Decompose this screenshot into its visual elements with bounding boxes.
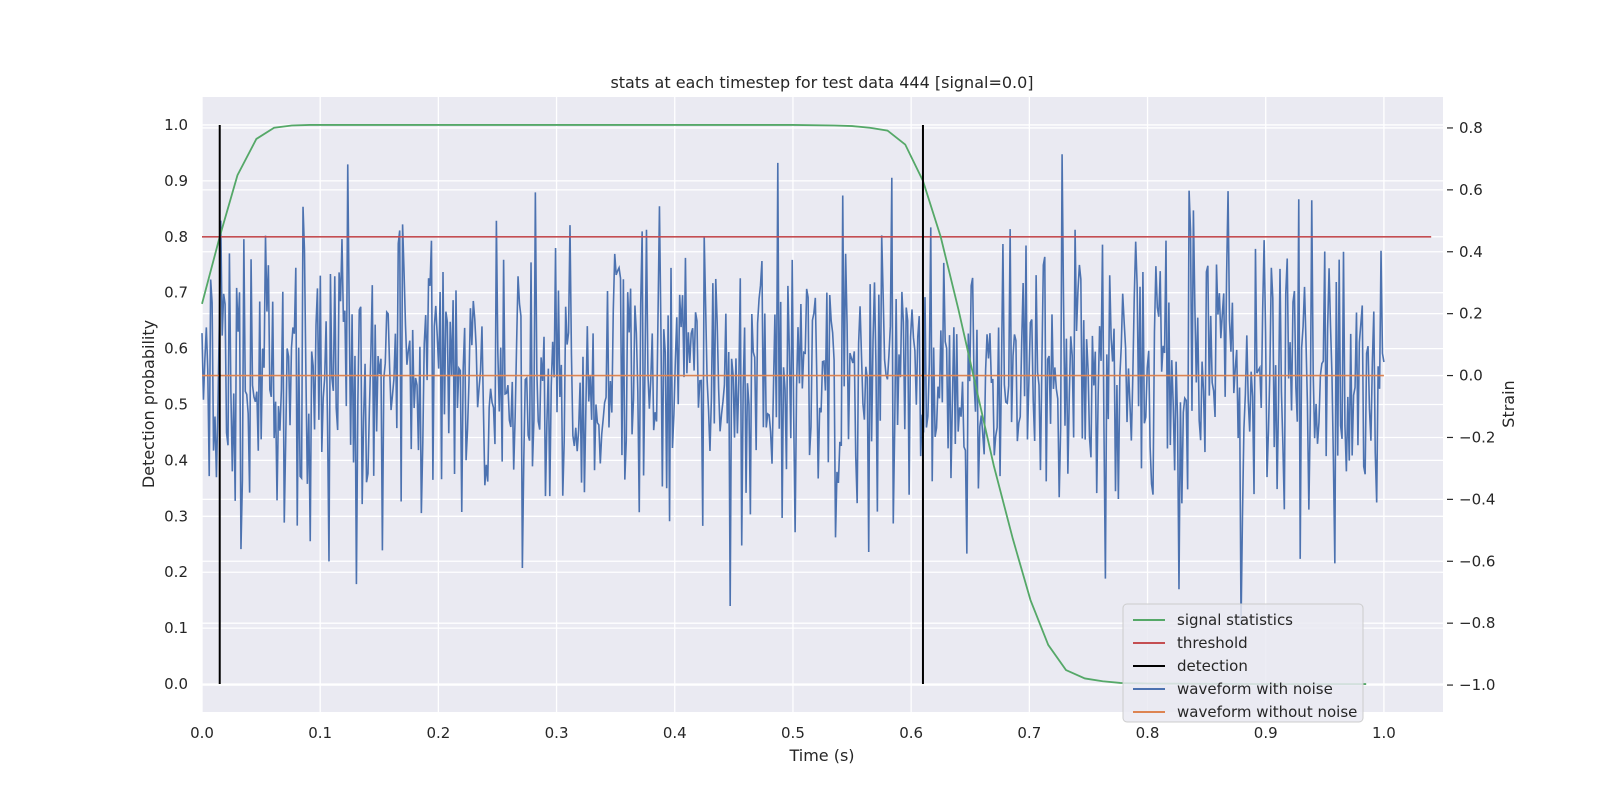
x-tick-label: 0.8 <box>1136 724 1160 742</box>
y2-tick-label: −0.2 <box>1459 428 1495 446</box>
legend: signal statistics threshold detection wavef… <box>1122 603 1364 723</box>
y2-tick-label: −0.6 <box>1459 552 1495 570</box>
y-tick-label: 0.8 <box>164 228 188 246</box>
x-tick-label: 0.2 <box>426 724 450 742</box>
y2-axis-label: Strain <box>1499 380 1518 427</box>
y2-tick-label: 0.2 <box>1459 305 1483 323</box>
x-tick-label: 0.4 <box>663 724 687 742</box>
y-tick-label: 0.0 <box>164 675 188 693</box>
x-ticks: 0.0 0.1 0.2 0.3 0.4 0.5 0.6 0.7 0.8 0.9 1.0 <box>190 724 1396 742</box>
y2-tick-label: −1.0 <box>1459 676 1495 694</box>
y2-tick-label: 0.8 <box>1459 119 1483 137</box>
y2-tick-label: 0.4 <box>1459 243 1483 261</box>
y-tick-label: 0.5 <box>164 396 188 414</box>
x-tick-label: 0.9 <box>1254 724 1278 742</box>
y-tick-label: 0.3 <box>164 507 188 525</box>
legend-label: detection <box>1177 657 1248 675</box>
x-tick-label: 0.1 <box>308 724 332 742</box>
x-tick-label: 1.0 <box>1372 724 1396 742</box>
y2-tick-label: 0.6 <box>1459 181 1483 199</box>
y-tick-label: 1.0 <box>164 116 188 134</box>
y-tick-label: 0.7 <box>164 284 188 302</box>
legend-box <box>1122 603 1364 723</box>
legend-label: signal statistics <box>1177 611 1293 629</box>
x-tick-label: 0.6 <box>899 724 923 742</box>
chart-title: stats at each timestep for test data 444… <box>610 73 1033 92</box>
series-signal-statistics <box>201 124 1367 685</box>
x-tick-label: 0.0 <box>190 724 214 742</box>
legend-label: threshold <box>1177 634 1248 652</box>
series-layer <box>201 124 1432 685</box>
x-tick-label: 0.3 <box>545 724 569 742</box>
y-tick-label: 0.4 <box>164 451 188 469</box>
y2-tick-label: 0.0 <box>1459 367 1483 385</box>
y2-tick-label: −0.8 <box>1459 614 1495 632</box>
y-tick-label: 0.6 <box>164 340 188 358</box>
y2-ticks: −1.0 −0.8 −0.6 −0.4 −0.2 0.0 0.2 0.4 0.6 0.8 <box>1447 119 1495 694</box>
x-tick-label: 0.7 <box>1017 724 1041 742</box>
legend-label: waveform with noise <box>1177 680 1333 698</box>
y-tick-label: 0.1 <box>164 619 188 637</box>
x-axis-label: Time (s) <box>788 746 854 765</box>
x-tick-label: 0.5 <box>781 724 805 742</box>
y-axis-label: Detection probability <box>139 320 158 488</box>
y2-tick-label: −0.4 <box>1459 490 1495 508</box>
legend-label: waveform without noise <box>1177 703 1357 721</box>
y-ticks: 0.0 0.1 0.2 0.3 0.4 0.5 0.6 0.7 0.8 0.9 1.0 <box>164 116 188 693</box>
y-tick-label: 0.2 <box>164 563 188 581</box>
y-tick-label: 0.9 <box>164 172 188 190</box>
